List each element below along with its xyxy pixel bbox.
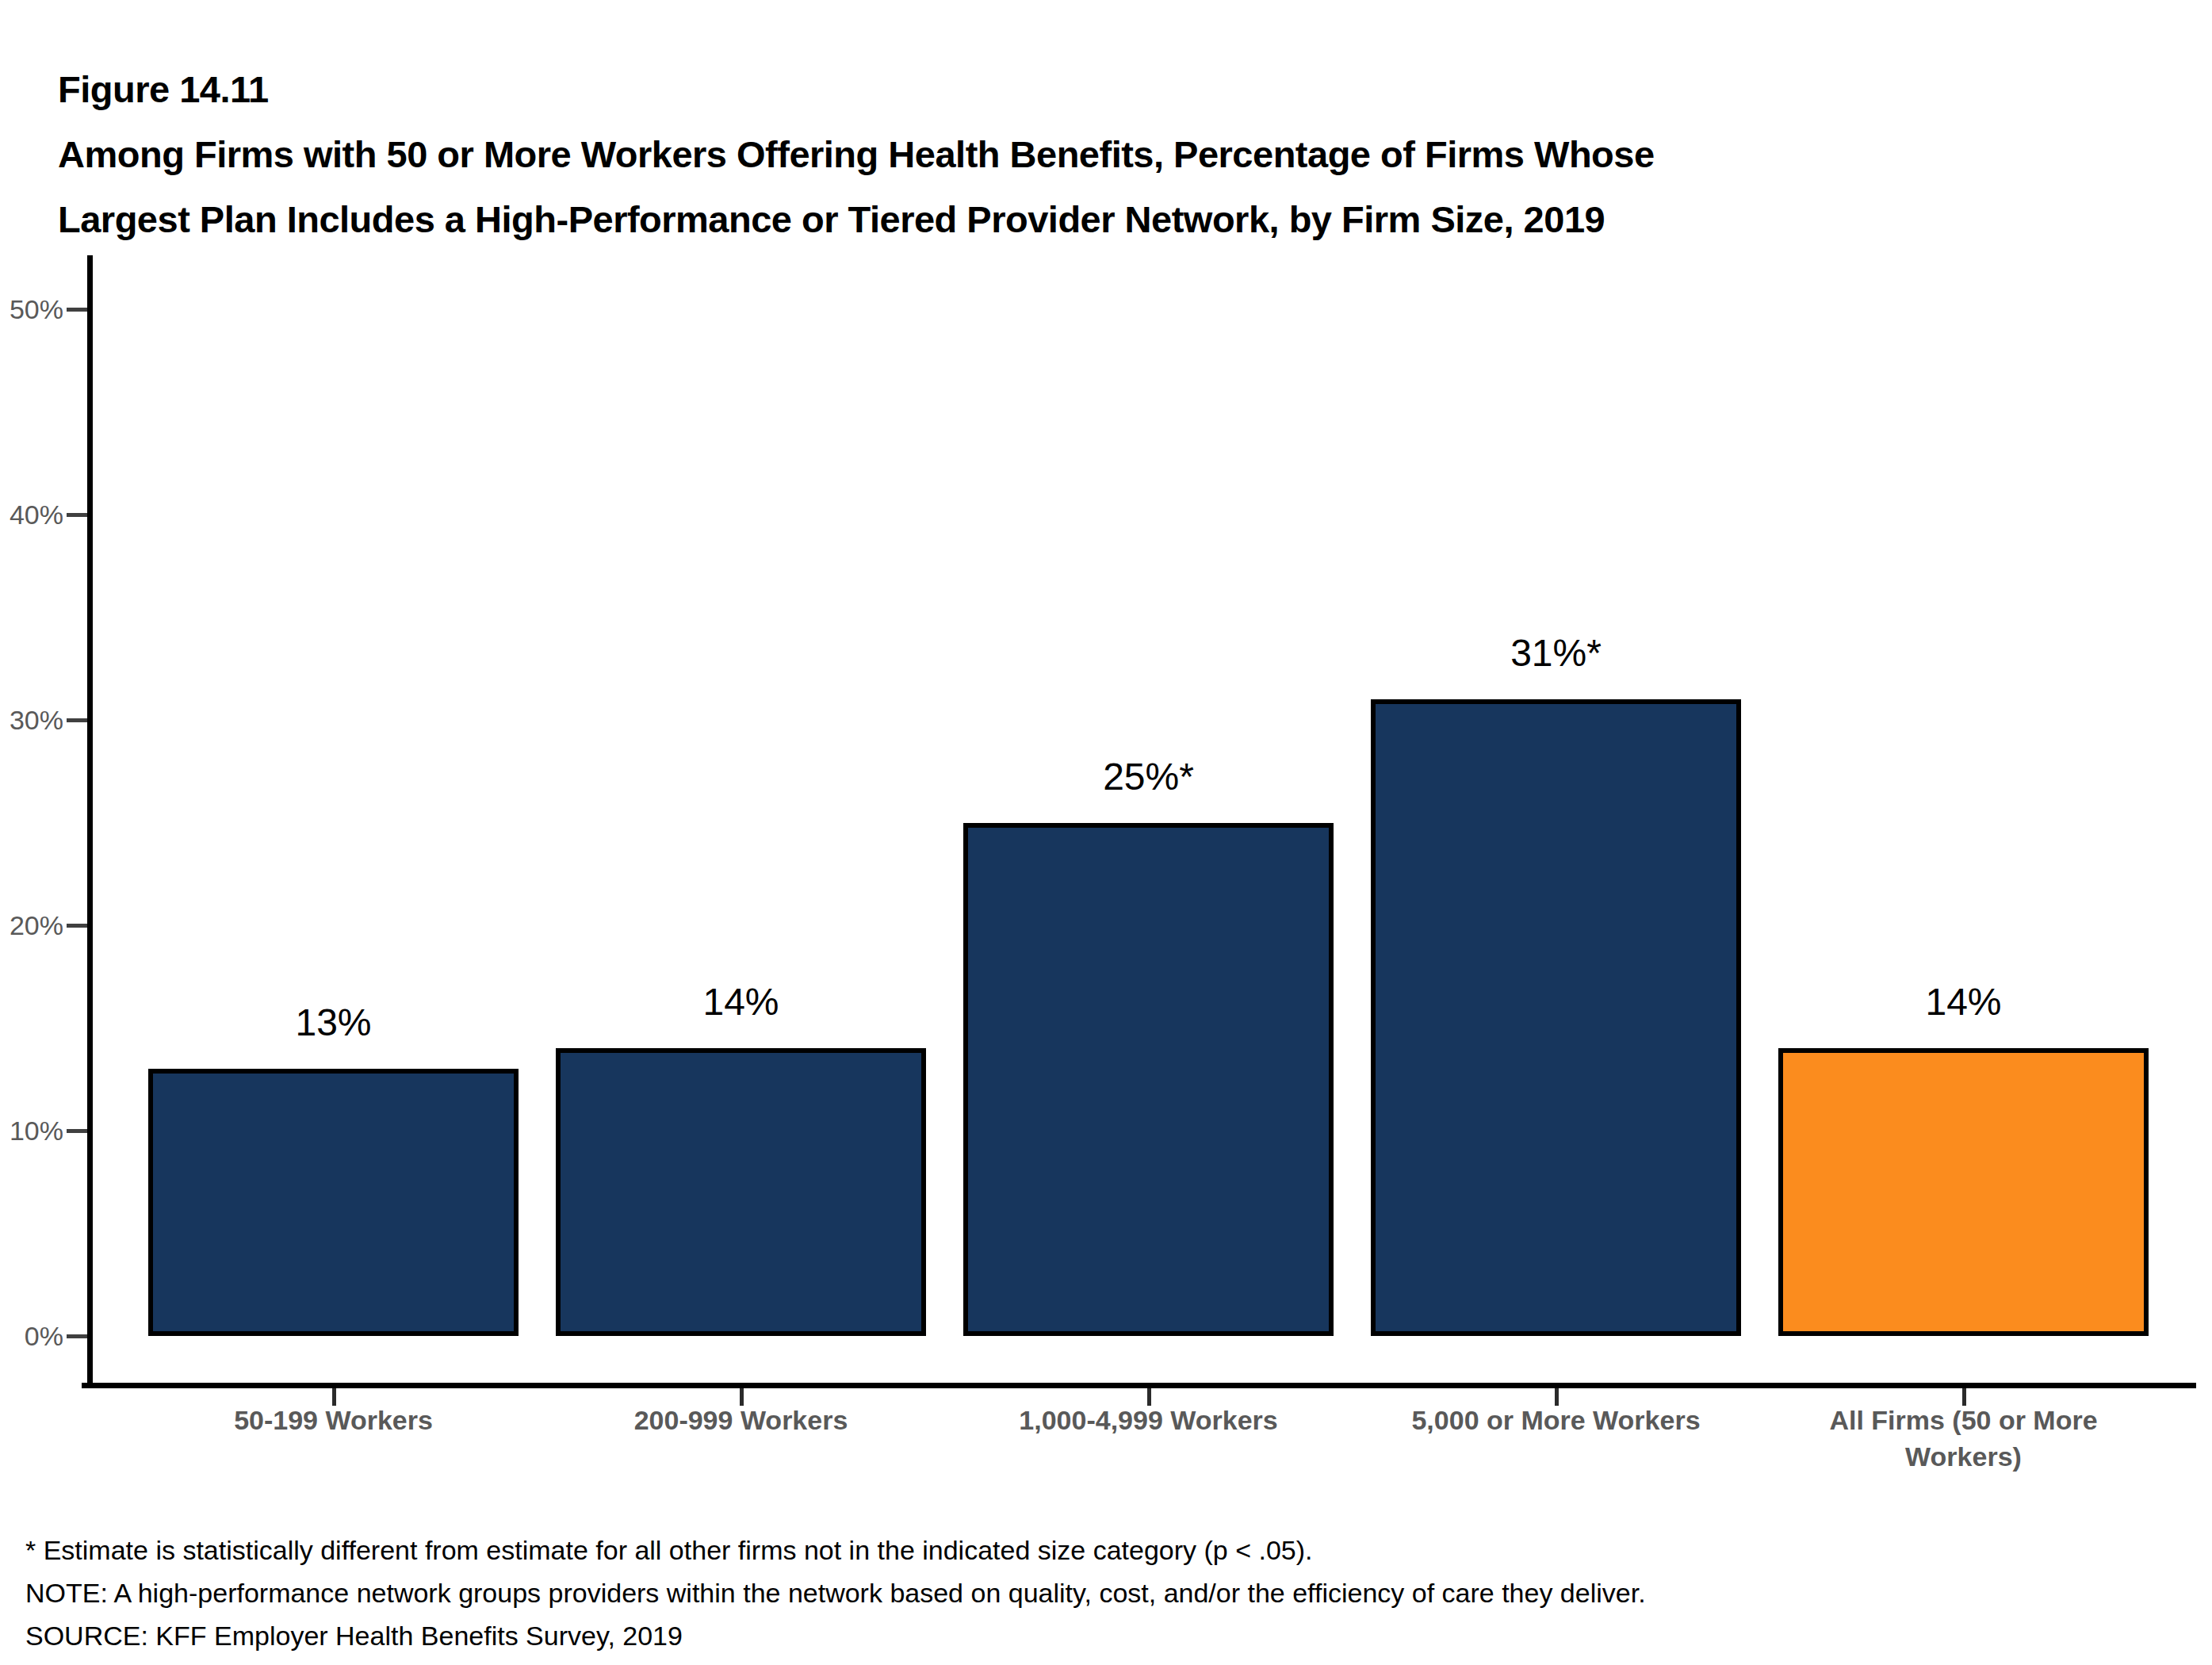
figure-canvas: Figure 14.11 Among Firms with 50 or More… xyxy=(0,0,2212,1665)
bar-value-label: 31%* xyxy=(1437,631,1675,676)
x-category-label: 5,000 or More Workers xyxy=(1366,1402,1747,1438)
y-tick-label: 40% xyxy=(0,496,63,534)
x-axis-line xyxy=(82,1383,2196,1388)
x-category-label: 50-199 Workers xyxy=(144,1402,524,1438)
y-tick xyxy=(67,718,87,722)
y-tick xyxy=(67,924,87,928)
chart-title-line-2: Largest Plan Includes a High-Performance… xyxy=(58,187,2151,252)
y-tick-label: 50% xyxy=(0,290,63,328)
y-tick-label: 30% xyxy=(0,701,63,739)
bar xyxy=(1778,1048,2149,1336)
footnotes: * Estimate is statistically different fr… xyxy=(25,1529,1646,1657)
y-tick xyxy=(67,1334,87,1338)
footnote-significance: * Estimate is statistically different fr… xyxy=(25,1529,1646,1571)
y-axis-line xyxy=(87,255,93,1388)
bar-value-label: 14% xyxy=(622,980,860,1024)
y-tick-label: 20% xyxy=(0,906,63,944)
y-tick-label: 10% xyxy=(0,1112,63,1150)
bar-value-label: 13% xyxy=(215,1001,453,1045)
y-tick xyxy=(67,513,87,517)
y-tick xyxy=(67,1129,87,1133)
x-category-label: All Firms (50 or More Workers) xyxy=(1774,1402,2154,1475)
x-category-label: 1,000-4,999 Workers xyxy=(959,1402,1339,1438)
title-block: Figure 14.11 Among Firms with 50 or More… xyxy=(58,57,2151,252)
y-tick xyxy=(67,308,87,312)
bar xyxy=(963,823,1334,1337)
bar xyxy=(556,1048,926,1336)
bar-value-label: 25%* xyxy=(1030,755,1268,799)
y-tick-label: 0% xyxy=(0,1317,63,1355)
bar xyxy=(1371,699,1741,1336)
figure-number: Figure 14.11 xyxy=(58,57,2151,122)
x-category-label: 200-999 Workers xyxy=(551,1402,932,1438)
bar-value-label: 14% xyxy=(1845,980,2083,1024)
footnote-note: NOTE: A high-performance network groups … xyxy=(25,1571,1646,1614)
footnote-source: SOURCE: KFF Employer Health Benefits Sur… xyxy=(25,1614,1646,1657)
bar xyxy=(148,1069,519,1336)
chart-title-line-1: Among Firms with 50 or More Workers Offe… xyxy=(58,122,2151,187)
